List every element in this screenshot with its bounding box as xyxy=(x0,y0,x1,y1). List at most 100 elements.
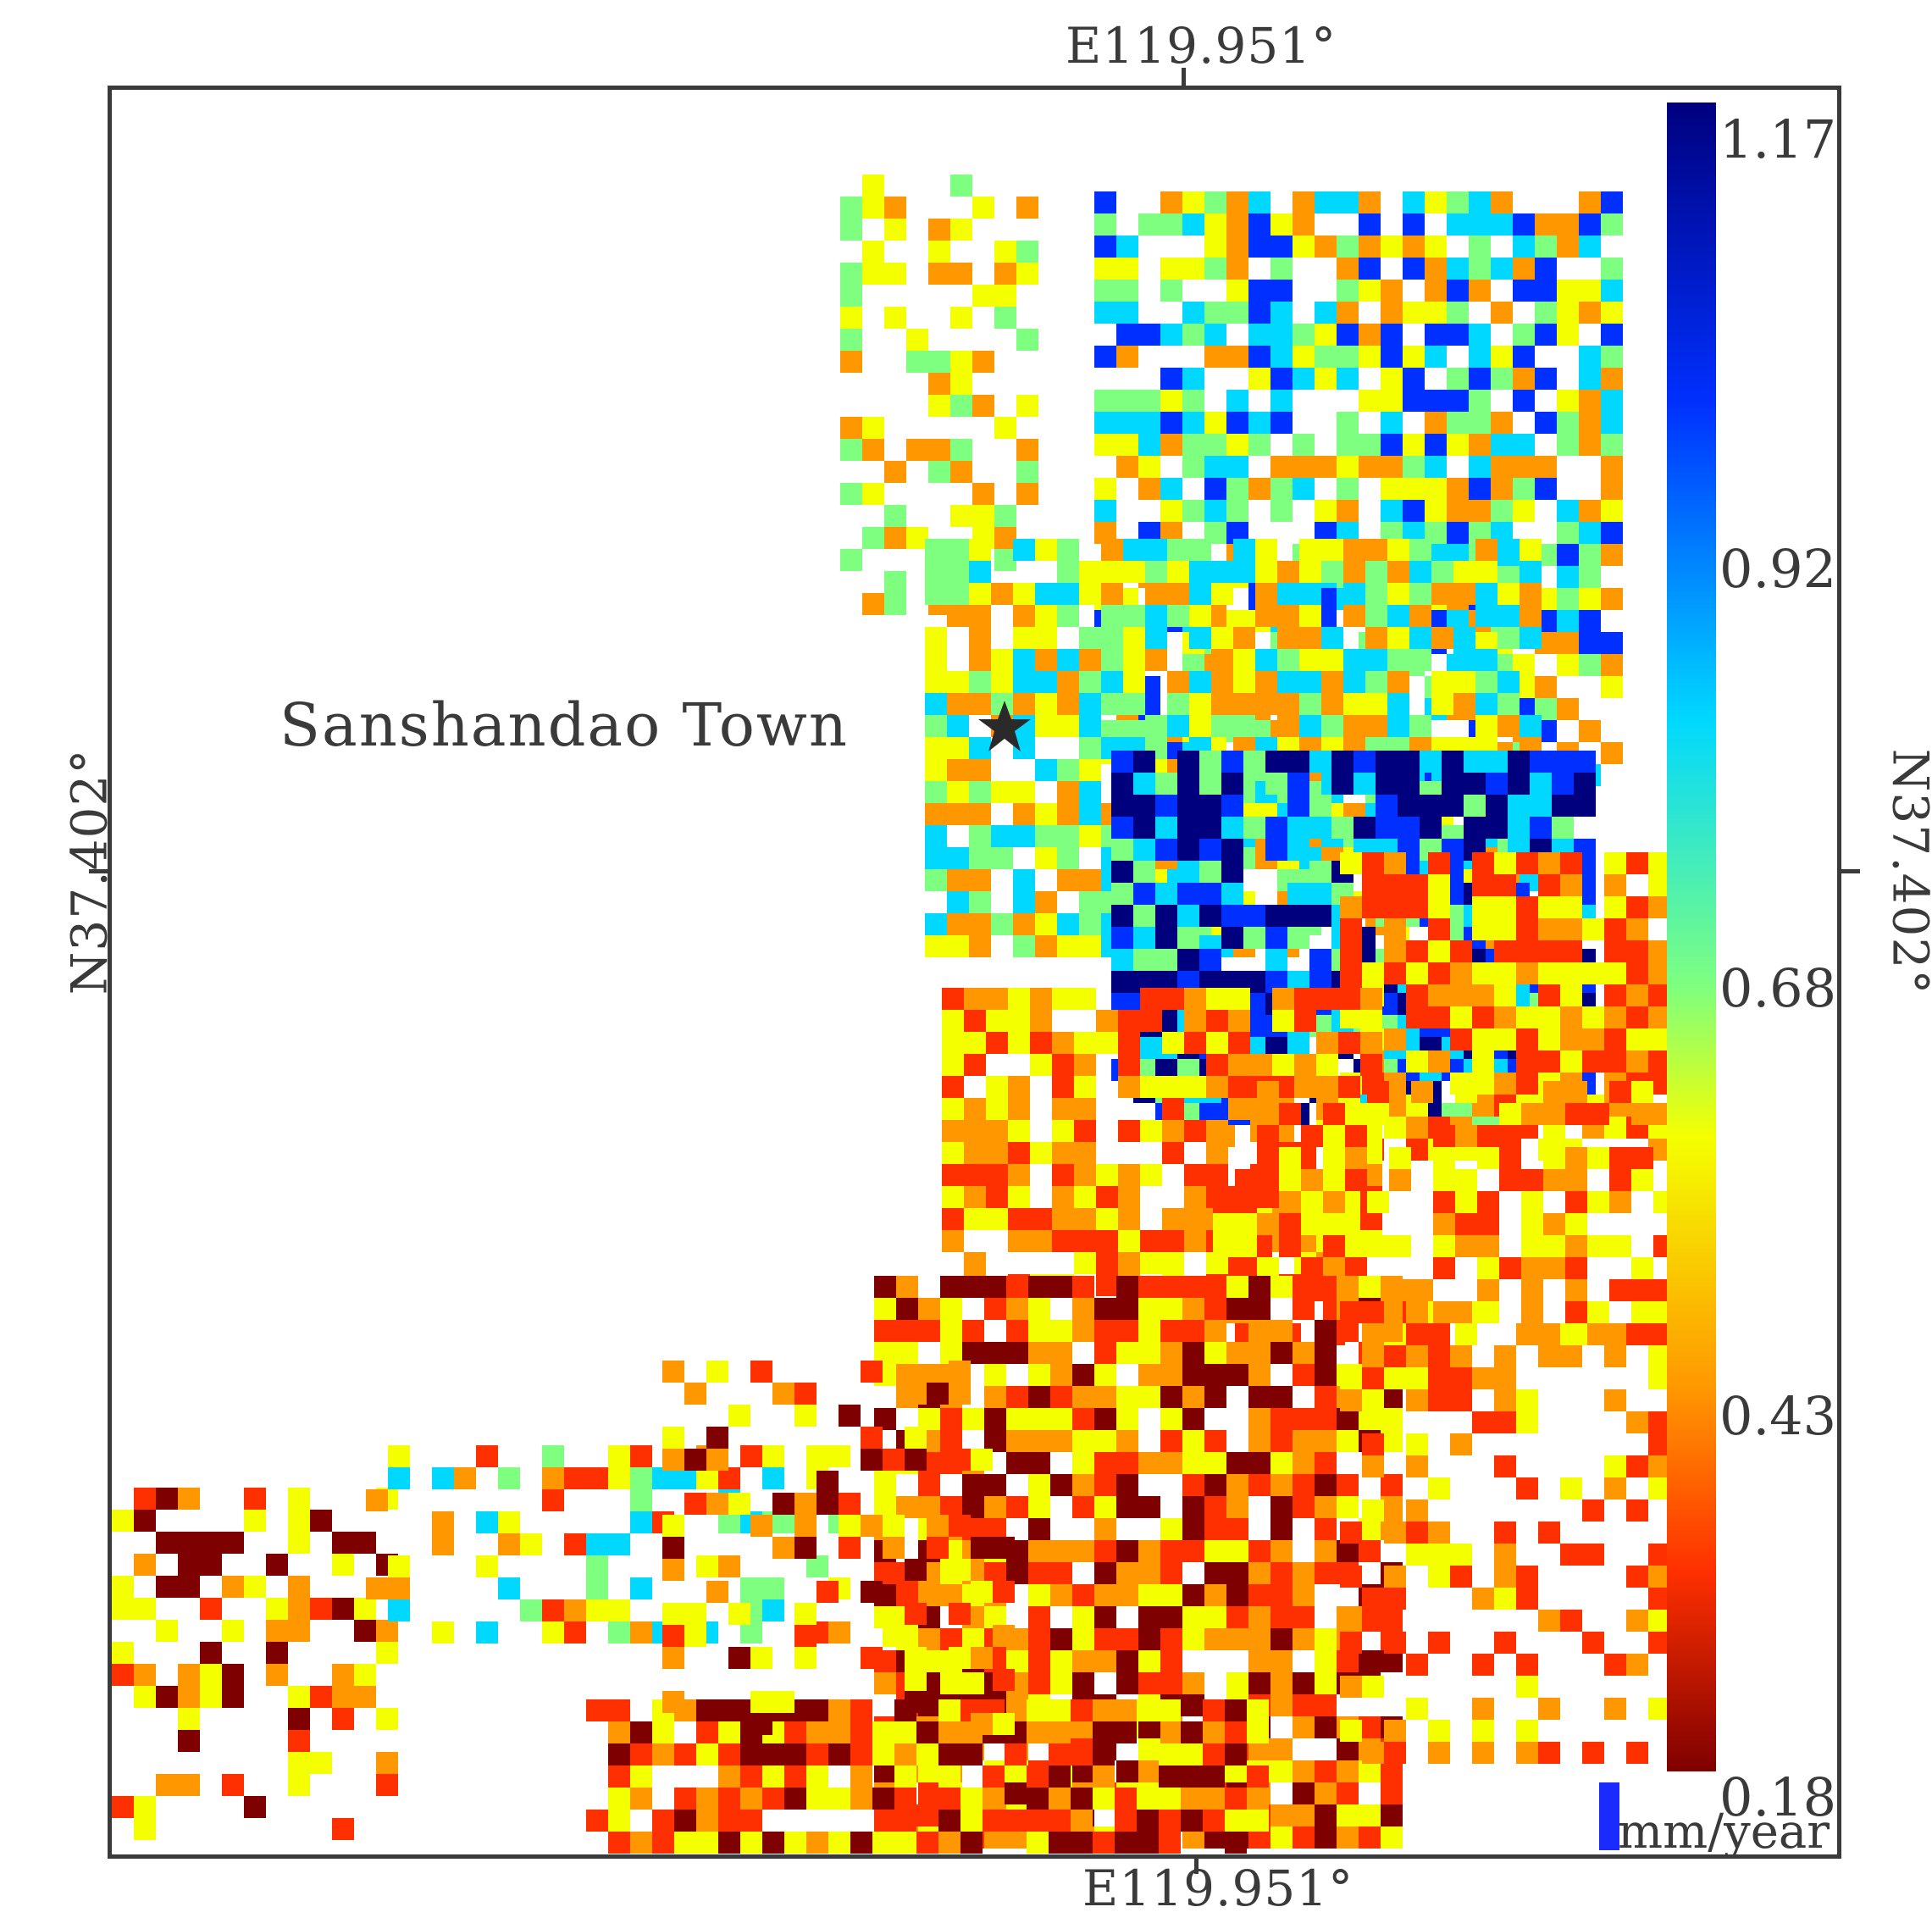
deformation-pixel xyxy=(1247,1765,1269,1788)
deformation-pixel xyxy=(1604,984,1626,1006)
deformation-pixel xyxy=(1601,412,1623,434)
deformation-pixel xyxy=(1535,236,1557,258)
deformation-pixel xyxy=(1115,1699,1137,1721)
deformation-pixel xyxy=(1189,539,1211,561)
deformation-pixel xyxy=(1072,1364,1094,1386)
deformation-pixel xyxy=(928,241,950,263)
deformation-pixel xyxy=(862,527,884,549)
deformation-pixel xyxy=(1321,715,1343,737)
deformation-pixel xyxy=(1177,927,1199,949)
deformation-pixel xyxy=(288,1510,310,1532)
deformation-pixel xyxy=(1250,1054,1272,1076)
deformation-pixel xyxy=(972,197,994,219)
deformation-pixel xyxy=(1497,583,1520,605)
deformation-pixel xyxy=(1133,861,1155,883)
deformation-pixel xyxy=(1560,984,1582,1006)
deformation-pixel xyxy=(1072,1584,1094,1606)
deformation-pixel xyxy=(861,1581,883,1603)
deformation-pixel xyxy=(1381,1386,1403,1408)
deformation-pixel xyxy=(1008,1098,1030,1120)
deformation-pixel xyxy=(134,1686,156,1708)
deformation-pixel xyxy=(1428,1367,1450,1389)
deformation-pixel xyxy=(1315,236,1337,258)
deformation-pixel xyxy=(1225,1743,1247,1765)
deformation-pixel xyxy=(862,439,884,461)
deformation-pixel xyxy=(1491,191,1513,213)
deformation-pixel xyxy=(1008,1010,1030,1032)
deformation-pixel xyxy=(918,1496,940,1518)
deformation-pixel xyxy=(1204,1430,1226,1452)
deformation-pixel xyxy=(1248,1474,1270,1496)
deformation-pixel xyxy=(1167,583,1189,605)
deformation-pixel xyxy=(1138,324,1160,346)
deformation-pixel xyxy=(1057,583,1079,605)
deformation-pixel xyxy=(1442,795,1464,817)
deformation-pixel xyxy=(728,1647,750,1669)
deformation-pixel xyxy=(762,1765,784,1788)
deformation-pixel xyxy=(1359,1716,1381,1738)
deformation-pixel xyxy=(1035,759,1057,781)
deformation-pixel xyxy=(940,1584,962,1606)
deformation-pixel xyxy=(1535,280,1557,302)
deformation-pixel xyxy=(498,1577,520,1599)
deformation-pixel xyxy=(1384,852,1406,874)
deformation-pixel xyxy=(950,395,972,417)
deformation-pixel xyxy=(1359,1650,1381,1672)
deformation-pixel xyxy=(476,1445,498,1467)
deformation-pixel xyxy=(840,307,862,329)
deformation-pixel xyxy=(1049,1721,1071,1743)
deformation-pixel xyxy=(1520,627,1542,649)
deformation-pixel xyxy=(1270,302,1293,324)
deformation-pixel xyxy=(1049,1765,1071,1788)
deformation-pixel xyxy=(1557,390,1579,412)
deformation-pixel xyxy=(1384,1345,1406,1367)
deformation-pixel xyxy=(1497,715,1520,737)
deformation-pixel xyxy=(1072,1606,1094,1628)
deformation-pixel xyxy=(894,1721,916,1743)
deformation-pixel xyxy=(1469,456,1491,478)
deformation-pixel xyxy=(1609,1081,1631,1103)
deformation-pixel xyxy=(850,1788,872,1810)
deformation-pixel xyxy=(1579,191,1601,213)
deformation-pixel xyxy=(388,1467,410,1489)
deformation-pixel xyxy=(894,1810,916,1832)
deformation-pixel xyxy=(288,1752,310,1774)
deformation-pixel xyxy=(896,1496,918,1518)
deformation-pixel xyxy=(1160,412,1182,434)
deformation-pixel xyxy=(718,1743,740,1765)
deformation-pixel xyxy=(1270,280,1293,302)
deformation-pixel xyxy=(1199,905,1221,927)
deformation-pixel xyxy=(884,307,906,329)
deformation-pixel xyxy=(1279,1147,1301,1169)
deformation-pixel xyxy=(1228,1010,1250,1032)
deformation-pixel xyxy=(1538,1323,1560,1345)
deformation-pixel xyxy=(1257,1169,1279,1191)
deformation-pixel xyxy=(1398,795,1420,817)
deformation-pixel xyxy=(1155,817,1177,839)
deformation-pixel xyxy=(1293,1364,1315,1386)
deformation-pixel xyxy=(1433,1213,1455,1235)
bottom-longitude-label: E119.951° xyxy=(1082,1860,1354,1917)
deformation-pixel xyxy=(1293,1496,1315,1518)
deformation-pixel xyxy=(1384,1720,1406,1742)
deformation-pixel xyxy=(1381,302,1403,324)
deformation-pixel xyxy=(938,1721,960,1743)
deformation-pixel xyxy=(906,329,928,351)
deformation-pixel xyxy=(134,1510,156,1532)
deformation-pixel xyxy=(1450,1566,1472,1588)
deformation-pixel xyxy=(244,1796,266,1818)
deformation-pixel xyxy=(1604,940,1626,962)
deformation-pixel xyxy=(1626,1028,1648,1050)
deformation-pixel xyxy=(1138,434,1160,456)
deformation-pixel xyxy=(1428,1742,1450,1764)
deformation-pixel xyxy=(1096,1164,1118,1186)
deformation-pixel xyxy=(1587,1147,1609,1169)
deformation-pixel xyxy=(1387,715,1409,737)
deformation-pixel xyxy=(1560,1345,1582,1367)
deformation-pixel xyxy=(1226,346,1248,368)
deformation-pixel xyxy=(942,988,964,1010)
deformation-pixel xyxy=(1315,500,1337,522)
deformation-pixel xyxy=(1028,1650,1050,1672)
deformation-pixel xyxy=(950,219,972,241)
deformation-pixel xyxy=(1579,412,1601,434)
